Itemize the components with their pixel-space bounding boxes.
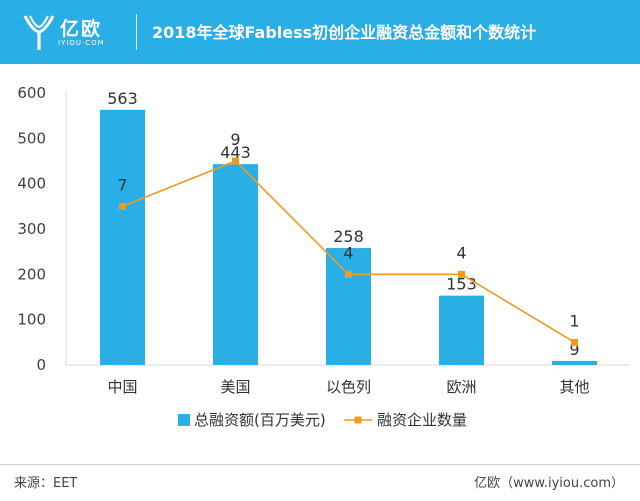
y-tick-label: 200 bbox=[17, 265, 46, 283]
y-tick-label: 400 bbox=[17, 175, 46, 193]
x-category-label: 以色列 bbox=[326, 378, 371, 396]
y-tick-label: 500 bbox=[17, 129, 46, 147]
bar-value-label: 443 bbox=[220, 143, 251, 162]
y-tick-label: 600 bbox=[17, 84, 46, 102]
y-tick-label: 0 bbox=[36, 356, 46, 374]
logo-mark-icon bbox=[23, 15, 55, 50]
bar-value-label: 258 bbox=[333, 227, 364, 246]
bar-4 bbox=[552, 360, 597, 365]
x-category-label: 美国 bbox=[220, 378, 250, 396]
header-bar: 亿欧 IYIOU·COM 2018年全球Fabless初创企业融资总金额和个数统… bbox=[0, 0, 640, 64]
bar-0 bbox=[100, 109, 145, 365]
count-point-4 bbox=[571, 338, 578, 346]
logo-name: 亿欧 bbox=[60, 18, 103, 40]
legend-line-marker bbox=[354, 416, 362, 424]
bar-value-label: 563 bbox=[107, 89, 138, 108]
source-note: 来源：EET bbox=[14, 476, 78, 491]
count-value-label: 7 bbox=[117, 175, 127, 194]
chart-title: 2018年全球Fabless初创企业融资总金额和个数统计 bbox=[152, 23, 537, 42]
bar-1 bbox=[213, 164, 258, 365]
y-tick-label: 100 bbox=[17, 311, 46, 329]
legend-bar-label: 总融资额(百万美元) bbox=[194, 411, 326, 429]
legend-bar-swatch bbox=[178, 414, 190, 426]
x-category-label: 其他 bbox=[559, 378, 589, 396]
header-divider bbox=[136, 14, 137, 50]
bar-value-label: 9 bbox=[569, 340, 579, 359]
y-tick-label: 300 bbox=[17, 220, 46, 238]
chart-area: 0100200300400500600 5634432581539中国 美国 以色列欧… bbox=[17, 84, 630, 429]
count-point-2 bbox=[345, 270, 352, 278]
bar-3 bbox=[439, 295, 484, 365]
count-point-0 bbox=[119, 202, 126, 210]
count-value-label: 1 bbox=[569, 311, 579, 330]
legend-line-label: 融资企业数量 bbox=[377, 411, 467, 429]
count-value-label: 9 bbox=[230, 130, 240, 149]
logo-url: IYIOU·COM bbox=[58, 39, 105, 47]
x-category-label: 欧洲 bbox=[446, 378, 476, 396]
x-category-label: 中国 bbox=[107, 378, 137, 396]
bar-2 bbox=[326, 248, 371, 365]
site-credit: 亿欧（www.iyiou.com） bbox=[474, 476, 624, 491]
logo[interactable]: 亿欧 IYIOU·COM bbox=[22, 8, 132, 56]
count-value-label: 4 bbox=[343, 243, 353, 262]
footer: 来源：EET 亿欧（www.iyiou.com） bbox=[0, 464, 640, 501]
count-point-1 bbox=[232, 157, 239, 165]
count-value-label: 4 bbox=[456, 243, 466, 262]
count-point-3 bbox=[458, 270, 465, 278]
